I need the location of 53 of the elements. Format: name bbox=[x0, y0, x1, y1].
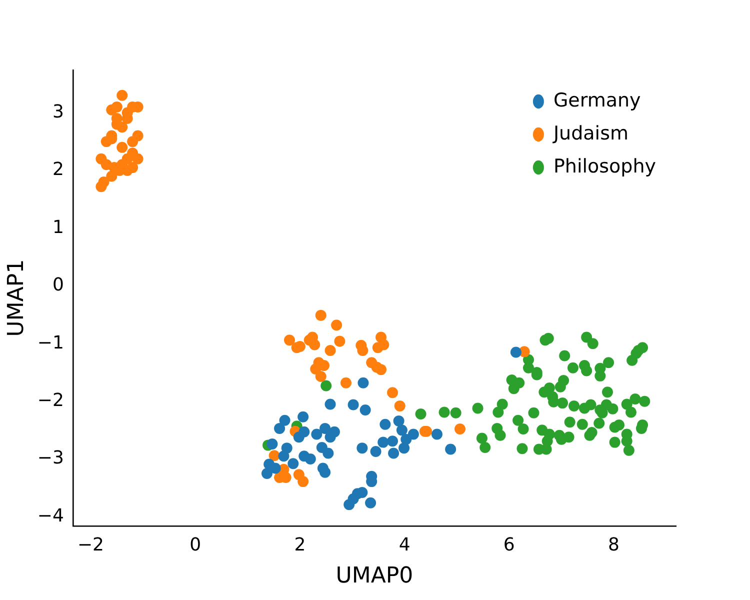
x-axis-title: UMAP0 bbox=[336, 564, 414, 589]
y-tick-label: −3 bbox=[37, 448, 64, 469]
point bbox=[320, 466, 331, 478]
y-tick-label: 1 bbox=[52, 216, 64, 238]
point bbox=[378, 436, 389, 448]
y-tick-label: −1 bbox=[37, 332, 64, 354]
y-axis-title: UMAP1 bbox=[4, 259, 29, 337]
y-tick-label: 2 bbox=[52, 159, 64, 180]
point bbox=[431, 428, 442, 440]
point bbox=[356, 442, 368, 454]
y-tick-label: −4 bbox=[37, 505, 64, 526]
x-tick-label: −2 bbox=[77, 534, 104, 556]
point bbox=[344, 499, 355, 510]
legend-label: Germany bbox=[553, 89, 641, 112]
y-tick-label: −2 bbox=[37, 390, 64, 411]
point bbox=[298, 411, 309, 422]
point bbox=[324, 432, 336, 443]
point bbox=[279, 414, 290, 426]
point bbox=[270, 462, 281, 474]
point bbox=[365, 497, 376, 508]
point bbox=[261, 468, 272, 479]
point bbox=[320, 422, 331, 434]
point bbox=[358, 377, 369, 388]
point bbox=[311, 428, 322, 440]
point bbox=[445, 444, 456, 455]
point bbox=[393, 415, 404, 426]
legend-label: Philosophy bbox=[553, 155, 656, 178]
point bbox=[408, 428, 419, 440]
x-tick-label: 4 bbox=[398, 534, 410, 556]
point bbox=[388, 448, 400, 459]
point bbox=[380, 418, 391, 430]
point bbox=[278, 450, 290, 462]
point bbox=[266, 438, 278, 450]
point bbox=[298, 426, 310, 438]
x-tick-label: 0 bbox=[190, 534, 202, 556]
point bbox=[304, 454, 316, 465]
x-tick-label: 6 bbox=[503, 534, 515, 556]
point bbox=[324, 398, 336, 410]
point bbox=[387, 436, 398, 447]
point bbox=[360, 404, 371, 416]
x-tick-label: 8 bbox=[608, 534, 620, 556]
point bbox=[274, 422, 286, 434]
point bbox=[370, 446, 382, 458]
point bbox=[348, 399, 359, 410]
y-tick-label: 3 bbox=[52, 101, 64, 122]
y-tick-label: 0 bbox=[52, 274, 64, 296]
point bbox=[288, 458, 299, 470]
point bbox=[398, 442, 410, 454]
point bbox=[322, 448, 334, 459]
legend-label: Judaism bbox=[552, 122, 628, 144]
point bbox=[510, 346, 522, 358]
x-tick-label: 2 bbox=[294, 534, 306, 556]
point bbox=[396, 424, 408, 436]
